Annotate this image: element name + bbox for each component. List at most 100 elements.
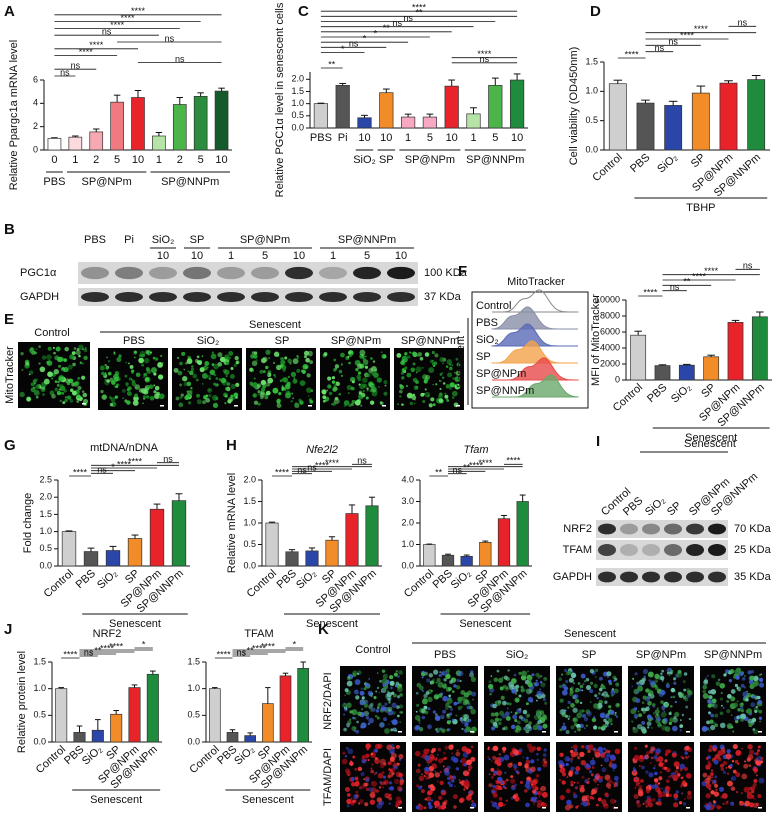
y-tick-label: 1.0 bbox=[585, 86, 598, 96]
micrograph-texture bbox=[528, 721, 532, 725]
micrograph-texture bbox=[730, 786, 736, 791]
micrograph-texture bbox=[572, 791, 576, 796]
micrograph-texture bbox=[653, 767, 656, 770]
micrograph-texture bbox=[570, 672, 577, 679]
significance-label: **** bbox=[131, 6, 146, 16]
micrograph-texture bbox=[742, 691, 749, 698]
micrograph-texture bbox=[558, 778, 562, 782]
micrograph-texture bbox=[753, 729, 759, 735]
micrograph-texture bbox=[100, 389, 104, 394]
micrograph-texture bbox=[647, 700, 652, 706]
micrograph-texture bbox=[498, 677, 504, 683]
micrograph-texture bbox=[376, 672, 379, 674]
micrograph-texture bbox=[155, 357, 159, 361]
micrograph-texture bbox=[54, 380, 58, 383]
micrograph-texture bbox=[405, 384, 409, 388]
micrograph-texture bbox=[394, 778, 400, 785]
micrograph-texture bbox=[20, 351, 24, 356]
micrograph-texture bbox=[642, 695, 647, 700]
micrograph-texture bbox=[417, 785, 422, 790]
micrograph-texture bbox=[713, 791, 720, 797]
micrograph-texture bbox=[487, 746, 490, 749]
micrograph-texture bbox=[176, 356, 180, 360]
micrograph-texture bbox=[712, 800, 716, 804]
micrograph-texture bbox=[566, 757, 571, 762]
micrograph-texture bbox=[349, 710, 353, 714]
micrograph-texture bbox=[299, 400, 304, 405]
micrograph-texture bbox=[106, 356, 108, 359]
micrograph-texture bbox=[604, 687, 607, 690]
micrograph-texture bbox=[145, 350, 150, 354]
micrograph-texture bbox=[687, 755, 690, 758]
micrograph-texture bbox=[574, 730, 577, 733]
micrograph-texture bbox=[671, 696, 673, 698]
micrograph-texture bbox=[738, 689, 741, 692]
micrograph-texture bbox=[500, 781, 504, 785]
micrograph-texture bbox=[185, 362, 188, 365]
micrograph-texture bbox=[570, 757, 574, 761]
micrograph-texture bbox=[466, 759, 472, 766]
micrograph-texture bbox=[455, 685, 461, 690]
micrograph-texture bbox=[296, 368, 301, 373]
panel-letter: J bbox=[4, 621, 12, 638]
micrograph-texture bbox=[255, 359, 258, 362]
micrograph-texture bbox=[674, 769, 679, 774]
x-tick-label: SiO₂ bbox=[95, 567, 120, 591]
micrograph-texture bbox=[709, 801, 712, 804]
micrograph-texture bbox=[541, 760, 544, 763]
micrograph-texture bbox=[603, 747, 606, 751]
micrograph-texture bbox=[292, 397, 295, 400]
micrograph-texture bbox=[511, 688, 517, 694]
significance-label: ns bbox=[403, 13, 413, 23]
x-tick-label: 10 bbox=[358, 132, 370, 144]
micrograph-texture bbox=[102, 373, 106, 376]
column-label: PBS bbox=[434, 649, 456, 661]
micrograph-texture bbox=[569, 804, 574, 809]
significance-label: ns bbox=[480, 54, 490, 64]
micrograph-texture bbox=[561, 689, 568, 696]
micrograph-texture bbox=[740, 792, 743, 795]
micrograph-texture bbox=[470, 676, 476, 682]
micrograph-texture bbox=[379, 763, 385, 769]
micrograph-texture bbox=[505, 778, 509, 782]
micrograph-texture bbox=[158, 393, 165, 400]
row-label: TFAM bbox=[563, 544, 592, 556]
micrograph-texture bbox=[502, 684, 507, 689]
x-tick-label: 10 bbox=[446, 132, 458, 144]
micrograph-texture bbox=[359, 700, 365, 706]
micrograph-texture bbox=[449, 774, 452, 778]
significance-label: ns bbox=[670, 282, 680, 292]
micrograph-texture bbox=[77, 385, 82, 390]
micrograph-texture bbox=[719, 722, 726, 729]
bar bbox=[47, 137, 62, 151]
micrograph-texture bbox=[235, 382, 240, 387]
blot-band bbox=[387, 291, 415, 303]
micrograph-texture bbox=[522, 756, 525, 759]
blot-band bbox=[686, 523, 704, 535]
micrograph-texture bbox=[388, 781, 393, 785]
micrograph-texture bbox=[418, 727, 424, 732]
micrograph-texture bbox=[633, 707, 638, 711]
group-label: SP@NNPm bbox=[466, 154, 524, 166]
micrograph-texture bbox=[141, 353, 146, 358]
micrograph-texture bbox=[722, 760, 728, 766]
micrograph-texture bbox=[341, 758, 348, 765]
micrograph-texture bbox=[252, 393, 258, 398]
significance-label: * bbox=[363, 34, 367, 44]
micrograph-texture bbox=[647, 726, 650, 729]
micrograph-texture bbox=[127, 386, 132, 391]
micrograph-texture bbox=[29, 370, 34, 375]
x-tick-label: Control bbox=[245, 567, 279, 600]
blot-band bbox=[353, 266, 381, 280]
y-tick-label: 1.5 bbox=[39, 509, 52, 519]
micrograph-texture bbox=[750, 702, 756, 708]
micrograph-texture bbox=[305, 365, 308, 369]
micrograph-texture bbox=[537, 715, 542, 720]
micrograph-texture bbox=[428, 772, 435, 779]
micrograph-texture bbox=[715, 681, 721, 686]
significance-label: **** bbox=[692, 271, 707, 281]
micrograph-texture bbox=[429, 784, 434, 789]
micrograph-texture bbox=[260, 379, 267, 386]
micrograph-texture bbox=[515, 770, 519, 774]
micrograph-texture bbox=[490, 719, 495, 724]
